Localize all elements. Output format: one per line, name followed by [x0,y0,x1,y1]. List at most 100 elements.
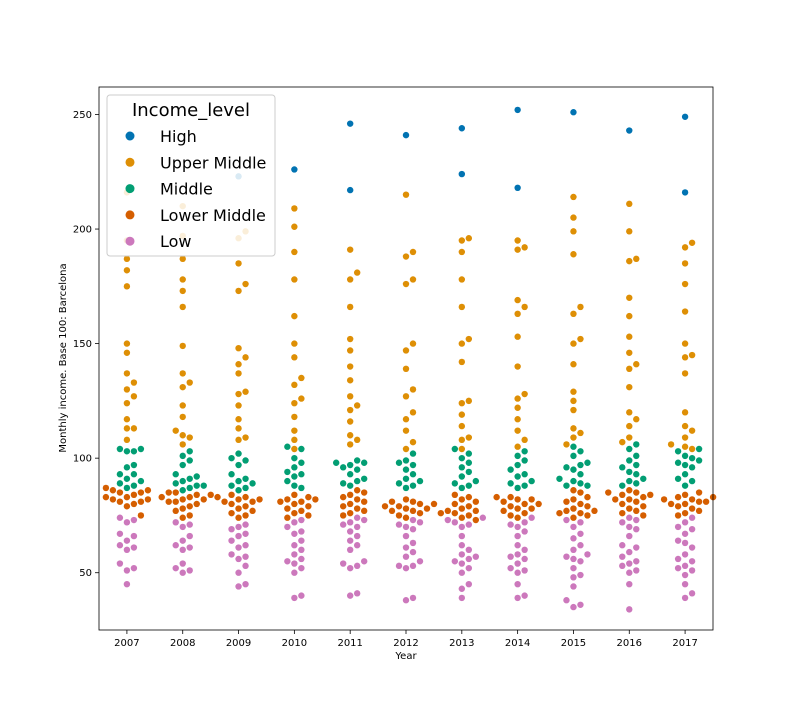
point-low [228,525,235,533]
point-low [458,551,466,558]
point-lower-middle [570,514,577,521]
point-lower-middle [144,496,152,503]
legend: Income_level High Upper Middle Middle Lower… [106,94,276,257]
point-lower-middle [200,496,207,503]
point-upper-middle [681,280,689,288]
point-low [633,558,640,565]
point-upper-middle [681,370,689,377]
point-lower-middle [521,500,528,508]
point-low [291,551,298,558]
point-lower-middle [695,498,703,505]
point-middle [695,457,703,464]
y-tick-label: 50 [79,568,92,579]
point-middle [458,484,466,492]
point-lower-middle [563,498,570,505]
point-middle [291,482,298,489]
point-upper-middle [402,253,410,260]
point-middle [130,461,138,469]
point-lower-middle [242,512,249,519]
point-lower-middle [423,505,431,512]
point-middle [507,480,514,487]
point-lower-middle [514,496,521,503]
point-lower-middle [402,514,410,521]
point-low [688,514,696,521]
point-low [242,562,249,570]
point-middle [458,454,466,462]
point-lower-middle [507,503,514,510]
point-upper-middle [179,441,186,448]
legend-title: Income_level [132,100,250,121]
point-lower-middle [179,514,186,521]
point-lower-middle [179,496,186,503]
point-lower-middle [137,489,145,496]
point-lower-middle [235,496,242,503]
point-upper-middle [570,406,577,414]
legend-label: Lower Middle [160,206,266,225]
point-middle [137,445,145,453]
point-upper-middle [458,303,466,311]
y-tick-label: 200 [73,225,92,236]
point-low [402,564,410,572]
point-lower-middle [339,512,347,519]
point-middle [339,480,347,487]
point-upper-middle [291,381,298,389]
point-middle [298,459,305,466]
point-middle [332,459,340,466]
point-low [674,555,682,563]
point-middle [521,471,528,478]
point-upper-middle [172,427,179,434]
point-low [577,558,584,565]
point-lower-middle [381,503,389,510]
point-middle [235,477,242,485]
point-low [186,544,193,551]
point-high [402,131,410,139]
point-low [291,560,298,567]
point-low [116,560,124,567]
point-low [179,546,186,554]
point-low [458,585,466,592]
point-middle [130,448,138,455]
point-low [116,514,124,521]
x-axis: 2007 2008 2009 2010 2011 2012 2013 2014 2015 2016… [114,630,698,649]
point-upper-middle [458,422,466,430]
point-low [688,525,696,533]
point-low [681,594,689,602]
point-low [346,519,354,526]
point-low [186,521,193,528]
point-lower-middle [681,491,689,499]
point-upper-middle [681,354,689,361]
point-middle [633,480,640,487]
point-lower-middle [493,493,500,501]
point-middle [179,452,186,460]
x-tick-label: 2012 [393,638,418,649]
point-middle [619,482,626,489]
point-upper-middle [291,436,298,444]
point-upper-middle [514,416,521,423]
point-lower-middle [688,496,696,503]
point-high [346,186,354,194]
point-middle [172,480,179,487]
point-middle [514,452,521,460]
point-lower-middle [626,487,633,494]
point-upper-middle [514,363,521,370]
point-low [172,564,179,572]
point-upper-middle [681,340,689,347]
point-low [235,544,242,551]
point-lower-middle [228,500,235,508]
point-low [179,523,186,531]
point-lower-middle [242,503,249,510]
point-middle [465,450,473,457]
legend-items: High Upper Middle Middle Lower Middle Low [125,127,266,251]
point-middle [116,480,124,487]
point-middle [228,454,235,462]
point-lower-middle [633,498,640,505]
point-low [521,592,528,599]
point-low [479,514,487,521]
point-middle [465,482,473,489]
point-upper-middle [626,312,633,320]
point-low [186,532,193,540]
point-upper-middle [123,267,131,274]
point-lower-middle [305,493,312,501]
point-middle [577,448,584,455]
point-low [235,555,242,563]
